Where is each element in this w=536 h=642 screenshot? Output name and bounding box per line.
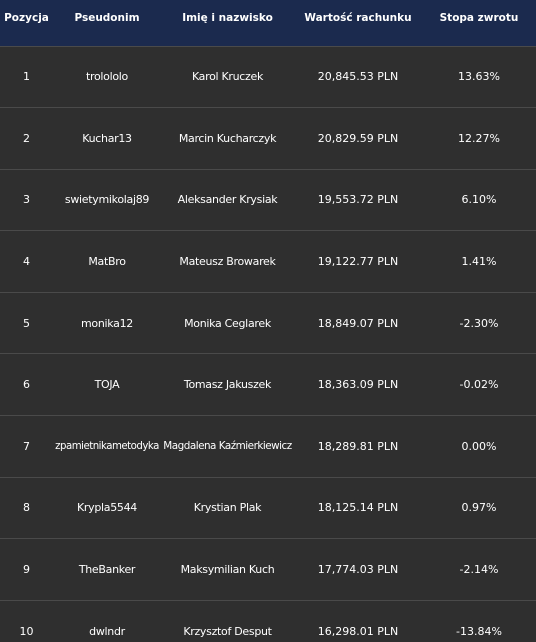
cell-position: 9 bbox=[0, 538, 53, 601]
table-header: Pozycja Pseudonim Imię i nazwisko Wartoś… bbox=[0, 0, 536, 46]
cell-position: 10 bbox=[0, 600, 53, 642]
cell-fullname: Krzysztof Desput bbox=[161, 600, 294, 642]
table-row: 10 dwlndr Krzysztof Desput 16,298.01 PLN… bbox=[0, 600, 536, 642]
column-header-nickname[interactable]: Pseudonim bbox=[53, 0, 161, 46]
cell-return-rate: -13.84% bbox=[422, 600, 536, 642]
cell-nickname: dwlndr bbox=[53, 600, 161, 642]
cell-account-value: 19,122.77 PLN bbox=[294, 230, 422, 293]
table-row: 1 trolololo Karol Kruczek 20,845.53 PLN … bbox=[0, 45, 536, 109]
cell-fullname: Mateusz Browarek bbox=[161, 230, 294, 293]
table-row: 3 swietymikolaj89 Aleksander Krysiak 19,… bbox=[0, 169, 536, 232]
cell-nickname: zpamietnikametodyka bbox=[53, 415, 161, 478]
cell-return-rate: -2.30% bbox=[422, 292, 536, 355]
cell-return-rate: 0.97% bbox=[422, 477, 536, 540]
cell-position: 4 bbox=[0, 230, 53, 293]
table-row: 4 MatBro Mateusz Browarek 19,122.77 PLN … bbox=[0, 230, 536, 293]
cell-fullname: Krystian Plak bbox=[161, 477, 294, 540]
cell-nickname: MatBro bbox=[53, 230, 161, 293]
cell-position: 7 bbox=[0, 415, 53, 478]
cell-account-value: 20,829.59 PLN bbox=[294, 107, 422, 170]
cell-position: 2 bbox=[0, 107, 53, 170]
header-row: Pozycja Pseudonim Imię i nazwisko Wartoś… bbox=[0, 0, 536, 46]
table-row: 9 TheBanker Maksymilian Kuch 17,774.03 P… bbox=[0, 538, 536, 601]
column-header-position[interactable]: Pozycja bbox=[0, 0, 53, 46]
cell-account-value: 19,553.72 PLN bbox=[294, 169, 422, 232]
cell-position: 3 bbox=[0, 169, 53, 232]
cell-fullname: Aleksander Krysiak bbox=[161, 169, 294, 232]
cell-account-value: 18,849.07 PLN bbox=[294, 292, 422, 355]
column-header-return-rate[interactable]: Stopa zwrotu bbox=[422, 0, 536, 46]
cell-return-rate: -0.02% bbox=[422, 353, 536, 417]
column-header-account-value[interactable]: Wartość rachunku bbox=[294, 0, 422, 46]
table-row: 5 monika12 Monika Ceglarek 18,849.07 PLN… bbox=[0, 292, 536, 355]
cell-account-value: 18,363.09 PLN bbox=[294, 353, 422, 417]
cell-nickname: monika12 bbox=[53, 292, 161, 355]
cell-nickname: swietymikolaj89 bbox=[53, 169, 161, 232]
cell-nickname: Krypla5544 bbox=[53, 477, 161, 540]
cell-account-value: 17,774.03 PLN bbox=[294, 538, 422, 601]
cell-return-rate: 12.27% bbox=[422, 107, 536, 170]
cell-return-rate: 13.63% bbox=[422, 45, 536, 109]
cell-account-value: 20,845.53 PLN bbox=[294, 45, 422, 109]
cell-return-rate: 6.10% bbox=[422, 169, 536, 232]
cell-return-rate: -2.14% bbox=[422, 538, 536, 601]
cell-fullname: Monika Ceglarek bbox=[161, 292, 294, 355]
table-row: 8 Krypla5544 Krystian Plak 18,125.14 PLN… bbox=[0, 477, 536, 540]
cell-fullname: Tomasz Jakuszek bbox=[161, 353, 294, 417]
cell-fullname: Karol Kruczek bbox=[161, 45, 294, 109]
table-row: 7 zpamietnikametodyka Magdalena Kaźmierk… bbox=[0, 415, 536, 478]
cell-position: 5 bbox=[0, 292, 53, 355]
cell-return-rate: 1.41% bbox=[422, 230, 536, 293]
table-row: 6 TOJA Tomasz Jakuszek 18,363.09 PLN -0.… bbox=[0, 353, 536, 417]
cell-return-rate: 0.00% bbox=[422, 415, 536, 478]
cell-nickname: trolololo bbox=[53, 45, 161, 109]
column-header-fullname[interactable]: Imię i nazwisko bbox=[161, 0, 294, 46]
cell-account-value: 16,298.01 PLN bbox=[294, 600, 422, 642]
cell-fullname: Marcin Kucharczyk bbox=[161, 107, 294, 170]
cell-position: 1 bbox=[0, 45, 53, 109]
cell-nickname: TOJA bbox=[53, 353, 161, 417]
cell-position: 6 bbox=[0, 353, 53, 417]
cell-account-value: 18,125.14 PLN bbox=[294, 477, 422, 540]
table-body: 1 trolololo Karol Kruczek 20,845.53 PLN … bbox=[0, 45, 536, 642]
cell-fullname: Magdalena Kaźmierkiewicz bbox=[161, 415, 294, 478]
cell-fullname: Maksymilian Kuch bbox=[161, 538, 294, 601]
cell-account-value: 18,289.81 PLN bbox=[294, 415, 422, 478]
table-row: 2 Kuchar13 Marcin Kucharczyk 20,829.59 P… bbox=[0, 107, 536, 170]
cell-position: 8 bbox=[0, 477, 53, 540]
cell-nickname: Kuchar13 bbox=[53, 107, 161, 170]
cell-nickname: TheBanker bbox=[53, 538, 161, 601]
